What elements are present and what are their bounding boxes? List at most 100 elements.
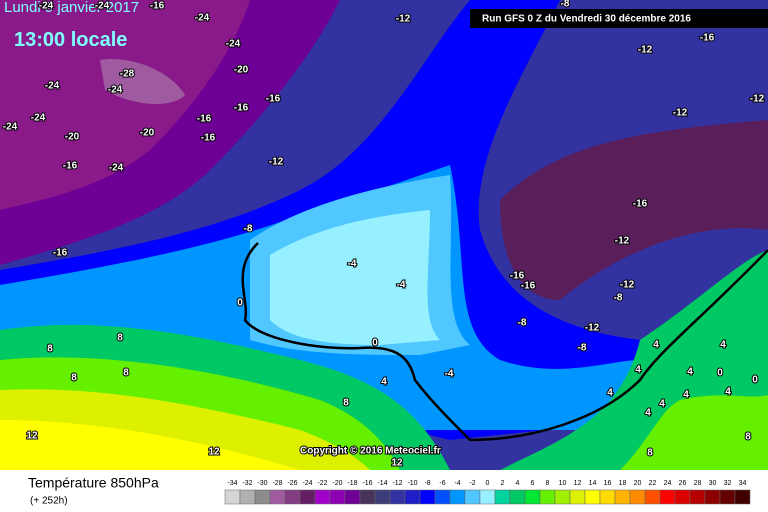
contour-label: 8 xyxy=(343,398,349,409)
legend-label: 16 xyxy=(604,480,612,487)
contour-label: 12 xyxy=(26,431,38,442)
legend-label: -34 xyxy=(227,480,237,487)
legend-label: -8 xyxy=(424,480,430,487)
footer-title: Température 850hPa xyxy=(28,475,159,491)
contour-label: -8 xyxy=(561,0,570,10)
legend-label: 4 xyxy=(516,480,520,487)
contour-label: -16 xyxy=(510,271,525,282)
legend-swatch xyxy=(359,489,376,505)
contour-label: -12 xyxy=(615,236,630,247)
contour-label: -20 xyxy=(140,128,155,139)
legend-label: 2 xyxy=(501,480,505,487)
legend-label: 10 xyxy=(559,480,567,487)
legend-label: -10 xyxy=(407,480,417,487)
legend-swatch xyxy=(374,489,391,505)
contour-label: 0 xyxy=(372,338,378,349)
legend-swatch xyxy=(224,489,241,505)
legend-label: 14 xyxy=(589,480,597,487)
contour-label: -24 xyxy=(95,1,110,12)
legend-label: -12 xyxy=(392,480,402,487)
legend-label: -24 xyxy=(302,480,312,487)
legend-swatch xyxy=(419,489,436,505)
legend-swatch xyxy=(614,489,631,505)
legend-swatch xyxy=(719,489,736,505)
contour-label: -8 xyxy=(244,224,253,235)
legend-swatch xyxy=(494,489,511,505)
contour-label: -24 xyxy=(31,113,46,124)
legend-swatch xyxy=(674,489,691,505)
mild-region xyxy=(270,210,440,345)
legend-label: 32 xyxy=(724,480,732,487)
greenland xyxy=(100,59,185,105)
legend-swatch xyxy=(314,489,331,505)
map: Lundi 9 janvier 2017 13:00 locale Run GF… xyxy=(0,0,768,470)
contour-label: -12 xyxy=(585,323,600,334)
contour-label: -20 xyxy=(234,65,249,76)
legend-label: -26 xyxy=(287,480,297,487)
legend-label: -4 xyxy=(454,480,460,487)
legend-swatch xyxy=(254,489,271,505)
contour-label: -20 xyxy=(65,132,80,143)
contour-labels: -24 -24 -16-24-24-28-24-20-16-16-24-24-24-… xyxy=(2,0,766,470)
warm-region xyxy=(0,420,300,470)
contour-label: 8 xyxy=(117,333,123,344)
legend-swatch xyxy=(239,489,256,505)
legend-swatch xyxy=(689,489,706,505)
contour-label: 4 xyxy=(720,340,726,351)
legend-swatch xyxy=(584,489,601,505)
local-time: 13:00 locale xyxy=(14,29,127,51)
legend-swatch xyxy=(704,489,721,505)
contour-label: -4 xyxy=(348,259,357,270)
run-info: Run GFS 0 Z du Vendredi 30 décembre 2016 xyxy=(482,14,691,25)
legend-label: 20 xyxy=(634,480,642,487)
contour-label: 4 xyxy=(381,377,387,388)
legend-label: 24 xyxy=(664,480,672,487)
legend-label: -14 xyxy=(377,480,387,487)
legend-swatch xyxy=(629,489,646,505)
contour-label: -16 xyxy=(197,114,212,125)
legend-label: 26 xyxy=(679,480,687,487)
legend-swatch xyxy=(329,489,346,505)
legend-label: 18 xyxy=(619,480,627,487)
legend-label: -22 xyxy=(317,480,327,487)
contour-label: 12 xyxy=(208,447,220,458)
contour-label: -24 xyxy=(3,122,18,133)
contour-label: -8 xyxy=(518,318,527,329)
contour-label: -16 xyxy=(53,248,68,259)
legend-swatch xyxy=(389,489,406,505)
contour-label: -12 xyxy=(620,280,635,291)
contour-label: -12 xyxy=(638,45,653,56)
contour-label: -16 xyxy=(266,94,281,105)
legend-label: -30 xyxy=(257,480,267,487)
contour-label: -8 xyxy=(578,343,587,354)
legend-swatch xyxy=(404,489,421,505)
contour-label: -16 xyxy=(234,103,249,114)
footer-subtitle: (+ 252h) xyxy=(30,496,68,507)
legend-swatch xyxy=(569,489,586,505)
contour-label: -24 xyxy=(195,13,210,24)
legend-label: 12 xyxy=(574,480,582,487)
contour-label: -24 xyxy=(226,39,241,50)
legend-swatch xyxy=(479,489,496,505)
legend-swatch xyxy=(659,489,676,505)
legend-label: 0 xyxy=(486,480,490,487)
cold-region xyxy=(0,0,250,210)
legend: -34 -32 -30 -28 -26 -24 -22 -20 -18 -16 -14 -12 -10-… xyxy=(224,480,751,505)
legend-swatch xyxy=(464,489,481,505)
contour-label: -12 xyxy=(396,14,411,25)
legend-swatch xyxy=(434,489,451,505)
copyright: Copyright © 2016 Meteociel.fr xyxy=(300,446,441,457)
contour-label: -16 xyxy=(521,281,536,292)
date: Lundi 9 janvier 2017 xyxy=(4,0,139,16)
contour-label: -16 xyxy=(201,133,216,144)
contour-label: 4 xyxy=(683,390,689,401)
contour-label: 4 xyxy=(725,387,731,398)
legend-label: -16 xyxy=(362,480,372,487)
contour-label: -24 xyxy=(45,81,60,92)
contour-label: 8 xyxy=(745,432,751,443)
legend-swatch xyxy=(269,489,286,505)
contour-label: -16 xyxy=(150,1,165,12)
contour-label: -4 xyxy=(397,280,406,291)
legend-label: 22 xyxy=(649,480,657,487)
